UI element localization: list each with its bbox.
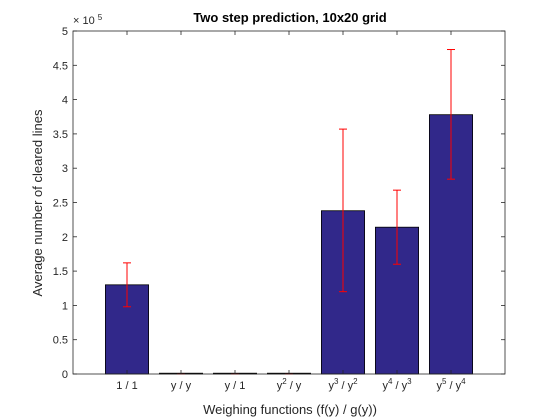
x-tick-label: y / y <box>171 380 192 392</box>
y-tick-label: 1 <box>62 300 68 312</box>
y-tick-label: 4.5 <box>53 60 68 72</box>
plot-area: 0 0.5 1 1.5 2 2.5 3 3.5 4 4.5 5 1 / 1 y / y y / 1 y2​ … <box>53 26 505 392</box>
y-tick-label: 3.5 <box>53 129 68 141</box>
y-tick-label: 2 <box>62 232 68 244</box>
y-tick-label: 2.5 <box>53 198 68 210</box>
y-tick-label: 5 <box>62 26 68 38</box>
chart-title: Two step prediction, 10x20 grid <box>193 10 386 25</box>
y-axis-multiplier-base: × 10 <box>73 15 95 27</box>
y-tick-label: 4 <box>62 95 68 107</box>
y-tick-label: 0 <box>62 369 68 381</box>
x-tick-label: y2​ / y <box>277 377 302 392</box>
x-axis-title: Weighing functions (f(y) / g(y)) <box>203 402 377 417</box>
y-tick-label: 1.5 <box>53 266 68 278</box>
y-tick-label: 3 <box>62 163 68 175</box>
y-axis-title: Average number of cleared lines <box>30 109 45 296</box>
y-axis-multiplier-exponent: 5 <box>98 13 103 22</box>
x-tick-label: 1 / 1 <box>116 380 137 392</box>
x-tick-label: y / 1 <box>225 380 246 392</box>
y-tick-label: 0.5 <box>53 335 68 347</box>
